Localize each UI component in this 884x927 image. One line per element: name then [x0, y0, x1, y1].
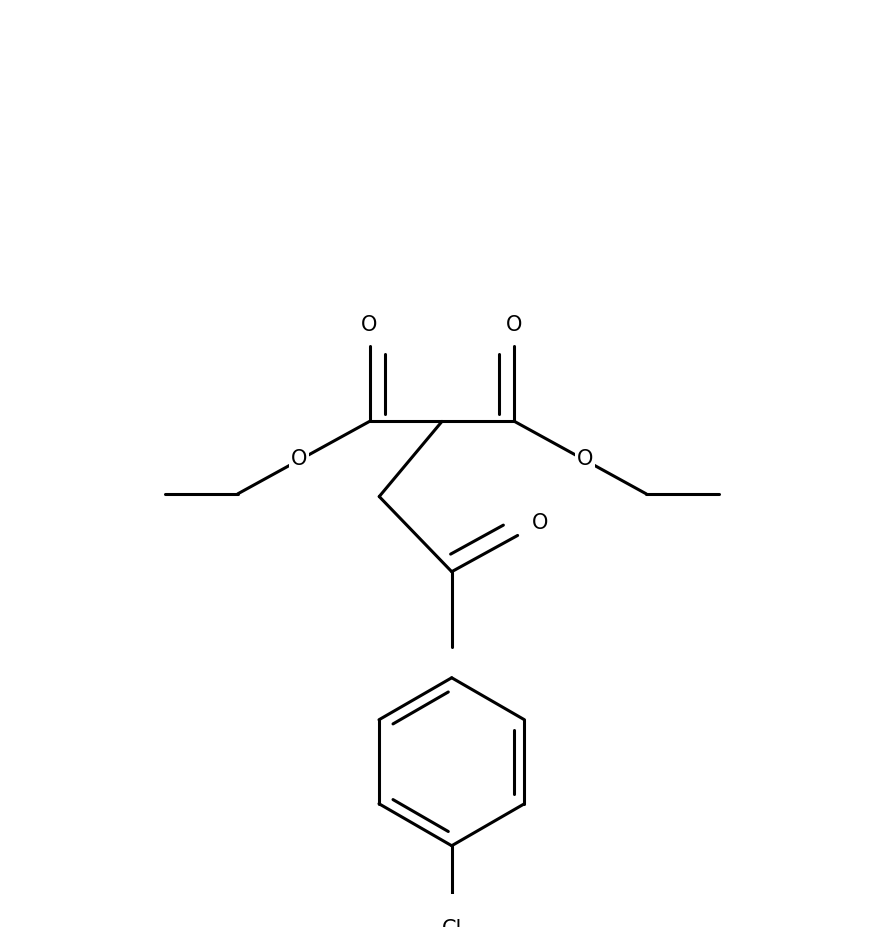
Text: O: O [531, 513, 548, 533]
Text: O: O [507, 315, 522, 335]
Text: O: O [576, 448, 593, 468]
Text: O: O [362, 315, 377, 335]
Text: O: O [291, 448, 308, 468]
Text: Cl: Cl [441, 918, 462, 927]
